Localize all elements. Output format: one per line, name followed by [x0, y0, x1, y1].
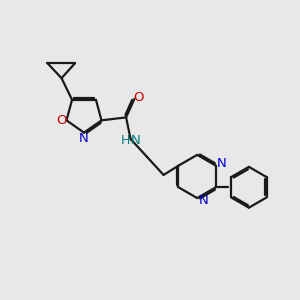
- Text: O: O: [56, 114, 66, 127]
- Text: O: O: [134, 91, 144, 104]
- Text: N: N: [79, 131, 89, 145]
- Text: H: H: [121, 134, 130, 147]
- Text: N: N: [217, 157, 227, 170]
- Text: N: N: [198, 194, 208, 207]
- Text: N: N: [131, 134, 141, 147]
